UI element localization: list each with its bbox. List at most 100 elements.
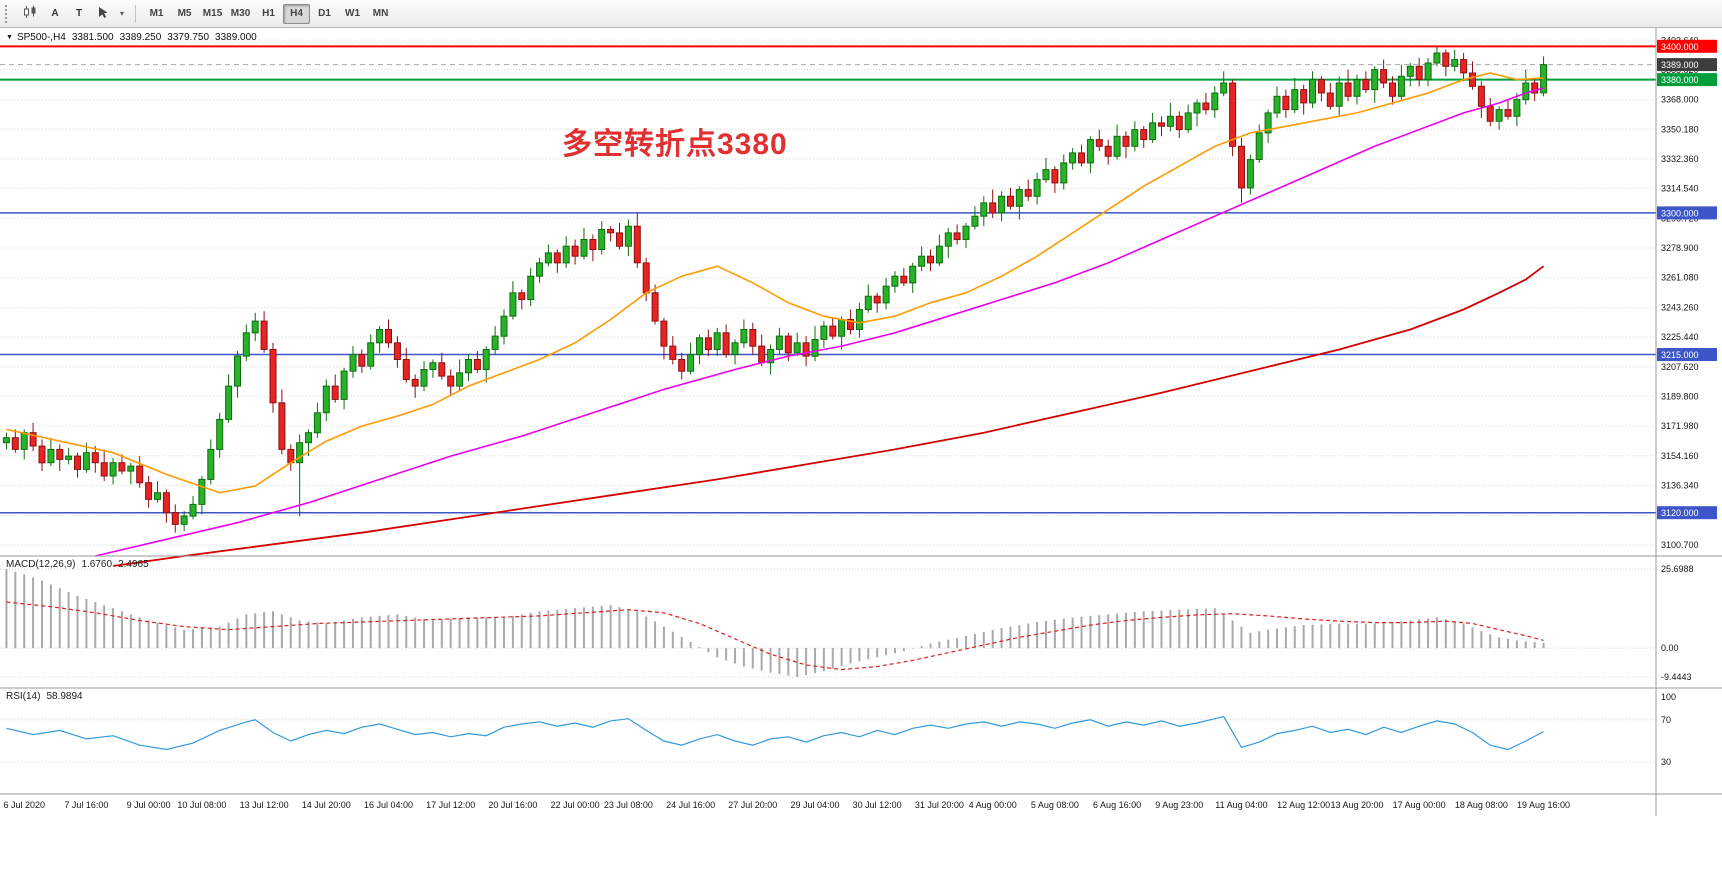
svg-text:7 Jul 16:00: 7 Jul 16:00 bbox=[64, 800, 108, 810]
svg-text:3207.620: 3207.620 bbox=[1661, 362, 1699, 372]
svg-text:0.00: 0.00 bbox=[1661, 643, 1679, 653]
bar-open-value: 3381.500 bbox=[71, 32, 114, 43]
svg-text:30 Jul 12:00: 30 Jul 12:00 bbox=[853, 800, 902, 810]
rsi-name: RSI(14) bbox=[6, 691, 41, 702]
svg-text:30: 30 bbox=[1661, 757, 1671, 767]
svg-text:18 Aug 08:00: 18 Aug 08:00 bbox=[1455, 800, 1508, 810]
price-badge-3300.000 bbox=[1657, 206, 1717, 220]
macd-main-value: 1.6760 bbox=[81, 559, 113, 570]
timeframe-button-h4[interactable]: H4 bbox=[283, 3, 311, 24]
svg-text:12 Aug 12:00: 12 Aug 12:00 bbox=[1277, 800, 1330, 810]
svg-text:20 Jul 16:00: 20 Jul 16:00 bbox=[488, 800, 537, 810]
svg-text:3380.000: 3380.000 bbox=[1661, 75, 1699, 85]
text-tool-button[interactable]: A bbox=[44, 4, 66, 24]
toolbar-separator bbox=[135, 4, 137, 23]
rsi-indicator-label: RSI(14) 58.9894 bbox=[6, 691, 83, 702]
time-axis[interactable]: 6 Jul 2020 7 Jul 16:00 9 Jul 00:00 10 Jul 0… bbox=[3, 800, 1570, 810]
svg-text:14 Jul 20:00: 14 Jul 20:00 bbox=[302, 800, 351, 810]
type-tool-button[interactable]: T bbox=[68, 4, 90, 24]
svg-text:3400.000: 3400.000 bbox=[1661, 42, 1699, 52]
svg-text:3261.080: 3261.080 bbox=[1661, 273, 1699, 283]
level-lines[interactable] bbox=[0, 45, 1656, 514]
macd-signal-value: 2.4965 bbox=[118, 559, 149, 570]
timeframe-button-m5[interactable]: M5 bbox=[171, 4, 198, 24]
svg-text:3314.540: 3314.540 bbox=[1661, 184, 1699, 194]
svg-text:3100.700: 3100.700 bbox=[1661, 540, 1699, 550]
timeframe-button-h1[interactable]: H1 bbox=[255, 4, 282, 24]
svg-text:17 Aug 00:00: 17 Aug 00:00 bbox=[1393, 800, 1446, 810]
svg-text:3332.360: 3332.360 bbox=[1661, 154, 1699, 164]
svg-text:6 Aug 16:00: 6 Aug 16:00 bbox=[1093, 800, 1141, 810]
timeframe-button-d1[interactable]: D1 bbox=[311, 4, 338, 24]
moving-averages bbox=[6, 72, 1545, 567]
price-badges: 3400.000 3389.000 3380.000 3300.000 3215.000… bbox=[1657, 39, 1717, 520]
svg-text:3225.440: 3225.440 bbox=[1661, 332, 1699, 342]
tools-dropdown-caret[interactable]: ▾ bbox=[116, 4, 128, 24]
rsi-line bbox=[6, 715, 1544, 751]
svg-text:25.6988: 25.6988 bbox=[1661, 564, 1694, 574]
svg-text:27 Jul 20:00: 27 Jul 20:00 bbox=[728, 800, 777, 810]
price-grid bbox=[0, 39, 1656, 546]
svg-text:29 Jul 04:00: 29 Jul 04:00 bbox=[790, 800, 839, 810]
timeframe-button-w1[interactable]: W1 bbox=[339, 4, 366, 24]
svg-text:13 Aug 20:00: 13 Aug 20:00 bbox=[1330, 800, 1383, 810]
bar-low-value: 3379.750 bbox=[167, 32, 210, 43]
price-badge-3389.000 bbox=[1657, 58, 1717, 72]
rsi-value: 58.9894 bbox=[46, 691, 83, 702]
toolbar-grip[interactable] bbox=[5, 4, 13, 23]
svg-text:13 Jul 12:00: 13 Jul 12:00 bbox=[240, 800, 289, 810]
svg-text:6 Jul 2020: 6 Jul 2020 bbox=[3, 800, 45, 810]
timeframe-button-m1[interactable]: M1 bbox=[143, 4, 170, 24]
chart-text-annotation[interactable]: 多空转折点3380 bbox=[562, 128, 788, 161]
svg-text:3215.000: 3215.000 bbox=[1661, 350, 1699, 360]
svg-text:3300.000: 3300.000 bbox=[1661, 208, 1699, 218]
price-axis[interactable]: 3100.7003118.5203136.3403154.1603171.980… bbox=[1661, 35, 1699, 550]
ma-fast-line bbox=[6, 72, 1544, 494]
svg-text:22 Jul 00:00: 22 Jul 00:00 bbox=[551, 800, 600, 810]
svg-text:9 Aug 23:00: 9 Aug 23:00 bbox=[1155, 800, 1203, 810]
svg-text:3243.260: 3243.260 bbox=[1661, 302, 1699, 312]
candlestick-chart-icon bbox=[23, 5, 38, 22]
ma-slow-line bbox=[112, 265, 1545, 567]
svg-text:-9.4443: -9.4443 bbox=[1661, 672, 1692, 682]
svg-text:19 Aug 16:00: 19 Aug 16:00 bbox=[1517, 800, 1570, 810]
price-badge-3380.000 bbox=[1657, 73, 1717, 87]
svg-text:3171.980: 3171.980 bbox=[1661, 421, 1699, 431]
timeframe-button-mn[interactable]: MN bbox=[367, 4, 394, 24]
collapse-arrow-icon: ▼ bbox=[6, 34, 13, 41]
svg-text:10 Jul 08:00: 10 Jul 08:00 bbox=[177, 800, 226, 810]
svg-text:11 Aug 04:00: 11 Aug 04:00 bbox=[1215, 800, 1267, 810]
symbol-name: SP500-,H4 bbox=[16, 32, 66, 43]
svg-text:3136.340: 3136.340 bbox=[1661, 480, 1699, 490]
bar-high-value: 3389.250 bbox=[119, 32, 162, 43]
svg-text:5 Aug 08:00: 5 Aug 08:00 bbox=[1031, 800, 1079, 810]
svg-text:3189.800: 3189.800 bbox=[1661, 391, 1699, 401]
toolbar: A T ▾ M1 M5 M15 M30 H1 H4 D1 W1 MN bbox=[0, 0, 1722, 28]
chart-type-button[interactable] bbox=[19, 4, 42, 24]
timeframe-button-m30[interactable]: M30 bbox=[227, 4, 254, 24]
svg-text:3368.000: 3368.000 bbox=[1661, 95, 1699, 105]
pane-separators bbox=[0, 28, 1722, 816]
price-badge-3120.000 bbox=[1657, 506, 1717, 520]
rsi-pane: 100 70 30 bbox=[0, 692, 1676, 767]
svg-text:3350.180: 3350.180 bbox=[1661, 124, 1699, 134]
macd-name: MACD(12,26,9) bbox=[6, 559, 76, 570]
svg-text:31 Jul 20:00: 31 Jul 20:00 bbox=[915, 800, 964, 810]
svg-text:100: 100 bbox=[1661, 692, 1676, 702]
svg-text:3278.900: 3278.900 bbox=[1661, 243, 1699, 253]
cursor-arrow-icon bbox=[97, 6, 109, 22]
svg-text:3389.000: 3389.000 bbox=[1661, 60, 1699, 70]
bar-close-value: 3389.000 bbox=[215, 32, 257, 43]
svg-text:24 Jul 16:00: 24 Jul 16:00 bbox=[666, 800, 715, 810]
svg-text:16 Jul 04:00: 16 Jul 04:00 bbox=[364, 800, 413, 810]
cursor-tool-button[interactable] bbox=[92, 4, 114, 24]
price-badge-3215.000 bbox=[1657, 348, 1717, 361]
svg-text:23 Jul 08:00: 23 Jul 08:00 bbox=[604, 800, 653, 810]
symbol-ohlc-line: ▼ SP500-,H4 3381.500 3389.250 3379.750 3389.0… bbox=[6, 32, 257, 43]
svg-text:9 Jul 00:00: 9 Jul 00:00 bbox=[127, 800, 171, 810]
svg-text:3120.000: 3120.000 bbox=[1661, 508, 1699, 518]
timeframe-button-m15[interactable]: M15 bbox=[199, 4, 226, 24]
ma-mid-line bbox=[95, 87, 1544, 557]
